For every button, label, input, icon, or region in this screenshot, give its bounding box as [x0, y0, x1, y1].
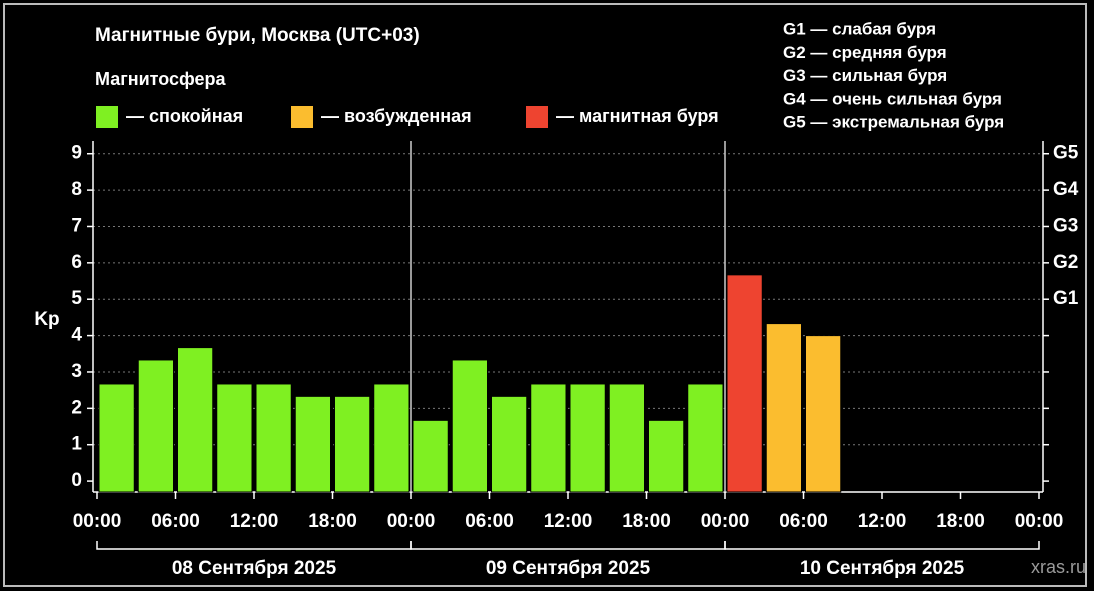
bar	[137, 359, 174, 493]
bar	[177, 347, 214, 493]
y2-tick-label: G1	[1053, 288, 1079, 309]
x-tick-label: 06:00	[779, 511, 828, 532]
g-legend-entry: G2 — средняя буря	[783, 43, 947, 62]
x-tick-label: 00:00	[387, 511, 436, 532]
legend-title: Магнитосфера	[95, 69, 227, 89]
bar	[216, 383, 253, 493]
y2-tick-label: G3	[1053, 215, 1078, 236]
x-tick-label: 00:00	[73, 511, 122, 532]
legend-label: — спокойная	[126, 106, 243, 126]
bar	[726, 274, 763, 493]
bar	[255, 383, 292, 493]
y-tick-label: 4	[71, 325, 82, 346]
day-label: 09 Сентября 2025	[486, 558, 651, 579]
x-tick-label: 18:00	[622, 511, 671, 532]
x-tick-label: 18:00	[308, 511, 357, 532]
day-label: 10 Сентября 2025	[800, 558, 965, 579]
bar	[294, 395, 331, 493]
watermark: xras.ru	[1031, 557, 1086, 577]
y-tick-label: 6	[71, 252, 82, 273]
y-tick-label: 2	[71, 397, 82, 418]
bar	[412, 419, 449, 493]
legend-swatch	[291, 106, 313, 128]
legend-swatch	[526, 106, 548, 128]
bar	[373, 383, 410, 493]
bar	[805, 335, 842, 493]
bar	[451, 359, 488, 493]
bar	[648, 419, 685, 493]
legend-swatch	[96, 106, 118, 128]
y-tick-label: 9	[71, 143, 82, 164]
g-legend-entry: G5 — экстремальная буря	[783, 113, 1004, 132]
y2-tick-label: G2	[1053, 252, 1078, 273]
bar	[765, 323, 802, 493]
x-tick-label: 00:00	[1015, 511, 1064, 532]
bar	[334, 395, 371, 493]
x-tick-label: 00:00	[701, 511, 750, 532]
bar	[491, 395, 528, 493]
legend-label: — магнитная буря	[556, 106, 719, 126]
y-tick-label: 7	[71, 215, 82, 236]
legend-label: — возбужденная	[321, 106, 472, 126]
y-tick-label: 3	[71, 361, 82, 382]
day-bracket	[724, 541, 1040, 550]
y2-tick-label: G4	[1053, 179, 1079, 200]
g-legend-entry: G4 — очень сильная буря	[783, 89, 1002, 108]
y-tick-label: 5	[71, 288, 82, 309]
g-legend-entry: G1 — слабая буря	[783, 19, 936, 38]
x-tick-label: 12:00	[544, 511, 593, 532]
x-tick-label: 06:00	[465, 511, 514, 532]
bar	[608, 383, 645, 493]
bar	[687, 383, 724, 493]
day-label: 08 Сентября 2025	[172, 558, 337, 579]
x-tick-label: 12:00	[858, 511, 907, 532]
y-axis-label: Kp	[34, 309, 59, 330]
bar	[569, 383, 606, 493]
y-tick-label: 0	[71, 470, 82, 491]
x-tick-label: 06:00	[151, 511, 200, 532]
x-tick-label: 18:00	[936, 511, 985, 532]
y2-tick-label: G5	[1053, 143, 1079, 164]
y-tick-label: 8	[71, 179, 82, 200]
frame	[3, 3, 1087, 587]
y-tick-label: 1	[71, 434, 82, 455]
chart-title: Магнитные бури, Москва (UTC+03)	[95, 25, 420, 46]
g-legend-entry: G3 — сильная буря	[783, 66, 947, 85]
bar	[98, 383, 135, 493]
x-tick-label: 12:00	[230, 511, 279, 532]
bar	[530, 383, 567, 493]
